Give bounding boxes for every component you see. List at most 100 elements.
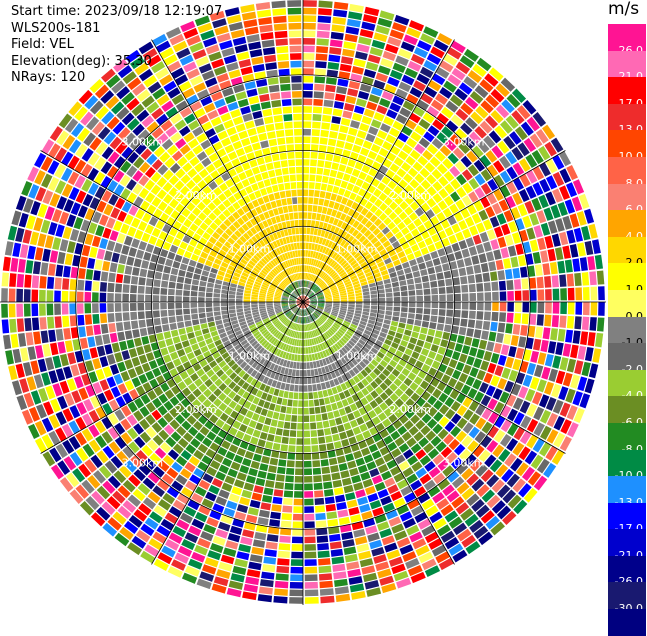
- velocity-gate: [364, 109, 375, 118]
- velocity-gate: [178, 328, 186, 335]
- velocity-gate: [332, 556, 345, 564]
- velocity-gate: [95, 259, 103, 270]
- velocity-gate: [332, 24, 345, 32]
- velocity-gate: [288, 445, 295, 452]
- velocity-gate: [264, 179, 271, 187]
- velocity-gate: [338, 188, 345, 196]
- velocity-gate: [286, 407, 292, 414]
- velocity-gate: [386, 293, 393, 297]
- velocity-gate: [424, 308, 431, 314]
- velocity-gate: [221, 302, 228, 306]
- velocity-gate: [323, 199, 329, 206]
- velocity-gate: [341, 439, 349, 447]
- velocity-gate: [597, 270, 605, 284]
- velocity-gate: [360, 472, 370, 481]
- velocity-gate: [406, 324, 413, 330]
- velocity-gate: [248, 507, 259, 516]
- velocity-gate: [432, 295, 439, 301]
- velocity-gate: [116, 274, 123, 283]
- velocity-gate: [241, 490, 252, 499]
- velocity-gate: [325, 85, 336, 93]
- velocity-gate: [282, 99, 292, 106]
- velocity-gate: [24, 289, 31, 302]
- velocity-gate: [491, 282, 498, 291]
- velocity-gate: [440, 339, 448, 347]
- velocity-gate: [62, 303, 69, 314]
- velocity-gate: [294, 354, 297, 361]
- velocity-gate: [452, 351, 461, 360]
- range-ring-label: 2.00km: [389, 189, 431, 202]
- velocity-gate: [260, 432, 268, 440]
- velocity-gate: [86, 325, 94, 336]
- velocity-gate: [286, 221, 291, 228]
- velocity-gate: [320, 406, 326, 413]
- velocity-gate: [515, 291, 522, 301]
- velocity-gate: [207, 282, 214, 287]
- velocity-gate: [169, 282, 176, 289]
- velocity-gate: [289, 597, 303, 604]
- velocity-gate: [360, 558, 374, 567]
- velocity-gate: [290, 46, 302, 53]
- velocity-gate: [261, 172, 269, 180]
- velocity-gate: [239, 155, 248, 164]
- velocity-gate: [309, 354, 312, 361]
- velocity-gate: [131, 276, 138, 285]
- velocity-gate: [316, 422, 323, 429]
- velocity-gate: [182, 257, 190, 265]
- velocity-gate: [416, 296, 423, 302]
- velocity-gate: [411, 331, 419, 338]
- velocity-gate: [229, 310, 236, 314]
- velocity-gate: [442, 263, 450, 271]
- velocity-gate: [55, 316, 62, 328]
- velocity-gate: [92, 281, 99, 291]
- velocity-gate: [334, 101, 344, 109]
- velocity-gate: [304, 446, 311, 453]
- velocity-gate: [315, 498, 325, 505]
- velocity-gate: [141, 233, 150, 243]
- velocity-gate: [279, 76, 290, 83]
- velocity-gate: [323, 168, 330, 175]
- velocity-gate: [348, 127, 358, 135]
- velocity-gate: [310, 415, 316, 422]
- velocity-gate: [537, 277, 544, 288]
- velocity-gate: [469, 311, 476, 319]
- velocity-gate: [171, 268, 179, 275]
- velocity-gate: [501, 345, 509, 356]
- velocity-gate: [170, 323, 177, 330]
- velocity-gate: [214, 316, 221, 321]
- velocity-gate: [386, 297, 393, 301]
- velocity-gate: [330, 124, 339, 132]
- velocity-gate: [153, 303, 160, 310]
- velocity-gate: [153, 310, 160, 317]
- velocity-gate: [282, 437, 289, 444]
- velocity-gate: [296, 453, 303, 460]
- velocity-gate: [545, 302, 552, 313]
- velocity-gate: [39, 290, 46, 302]
- velocity-gate: [378, 306, 385, 310]
- velocity-gate: [291, 552, 303, 559]
- velocity-gate: [298, 258, 300, 265]
- velocity-gate: [264, 549, 276, 557]
- velocity-gate: [311, 445, 318, 452]
- velocity-gate: [276, 46, 288, 53]
- velocity-gate: [279, 536, 290, 543]
- velocity-gate: [222, 314, 229, 319]
- velocity-gate: [117, 362, 126, 373]
- velocity-gate: [304, 400, 309, 407]
- velocity-gate: [236, 292, 243, 296]
- velocity-gate: [293, 506, 303, 513]
- velocity-gate: [520, 267, 528, 278]
- velocity-gate: [244, 296, 251, 299]
- velocity-gate: [230, 109, 241, 118]
- velocity-gate: [67, 241, 76, 253]
- velocity-gate: [275, 482, 284, 489]
- velocity-gate: [298, 250, 301, 257]
- velocity-gate: [25, 260, 33, 273]
- velocity-gate: [297, 355, 300, 362]
- velocity-gate: [250, 437, 259, 445]
- velocity-gate: [294, 129, 302, 136]
- velocity-gate: [276, 130, 285, 137]
- velocity-gate: [9, 273, 16, 287]
- velocity-gate: [236, 299, 243, 302]
- velocity-gate: [473, 358, 482, 368]
